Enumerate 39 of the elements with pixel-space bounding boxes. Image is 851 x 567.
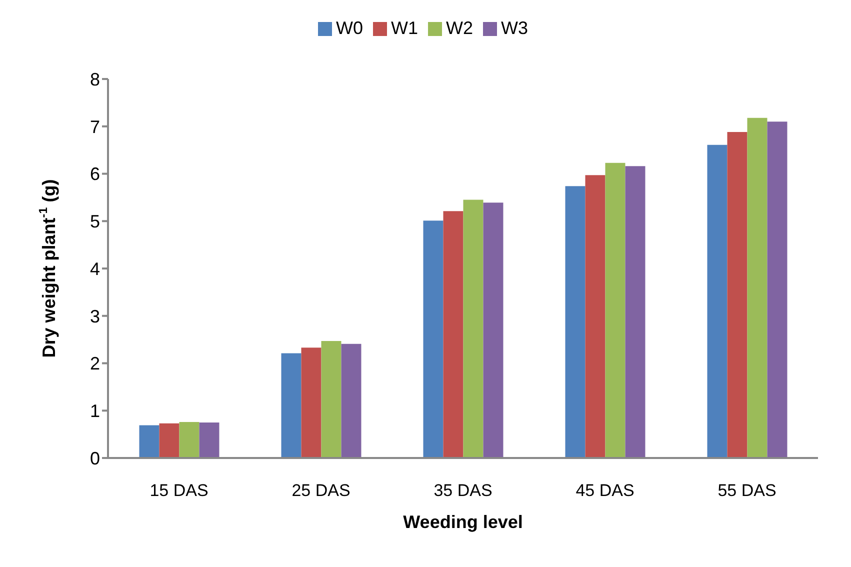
legend-label: W0 [336, 18, 363, 38]
y-tick-label: 1 [90, 401, 100, 422]
bar [463, 200, 484, 458]
y-tick-label: 4 [90, 258, 100, 279]
x-tick-label: 55 DAS [718, 481, 776, 500]
bar [139, 425, 160, 458]
bar [159, 423, 180, 458]
x-tick-label: 35 DAS [434, 481, 492, 500]
y-tick-label: 7 [90, 116, 100, 137]
legend-label: W1 [391, 18, 418, 38]
bar [281, 353, 302, 458]
bar [483, 202, 504, 458]
x-tick-label: 45 DAS [576, 481, 634, 500]
bar [179, 422, 200, 458]
bar [747, 118, 768, 458]
legend-label: W2 [446, 18, 473, 38]
bar [585, 175, 606, 458]
x-tick-label: 25 DAS [292, 481, 350, 500]
bar [625, 166, 646, 458]
bar [727, 132, 748, 458]
bar [605, 162, 626, 458]
y-tick-label: 8 [90, 69, 100, 90]
bar [565, 186, 586, 458]
y-tick-label: 0 [90, 448, 100, 468]
y-tick-label: 5 [90, 212, 100, 232]
bar [423, 220, 444, 458]
x-axis-title: Weeding level [403, 512, 523, 532]
bar [321, 340, 342, 458]
bar [443, 211, 464, 458]
bar [301, 348, 322, 458]
legend-label: W3 [501, 18, 528, 38]
bar [341, 344, 362, 458]
y-tick-label: 2 [90, 354, 100, 374]
bar [767, 122, 788, 458]
y-tick-label: 3 [90, 306, 100, 326]
y-tick-label: 6 [90, 164, 100, 184]
bar [199, 422, 220, 458]
bar [707, 144, 728, 458]
x-tick-label: 15 DAS [150, 481, 208, 500]
